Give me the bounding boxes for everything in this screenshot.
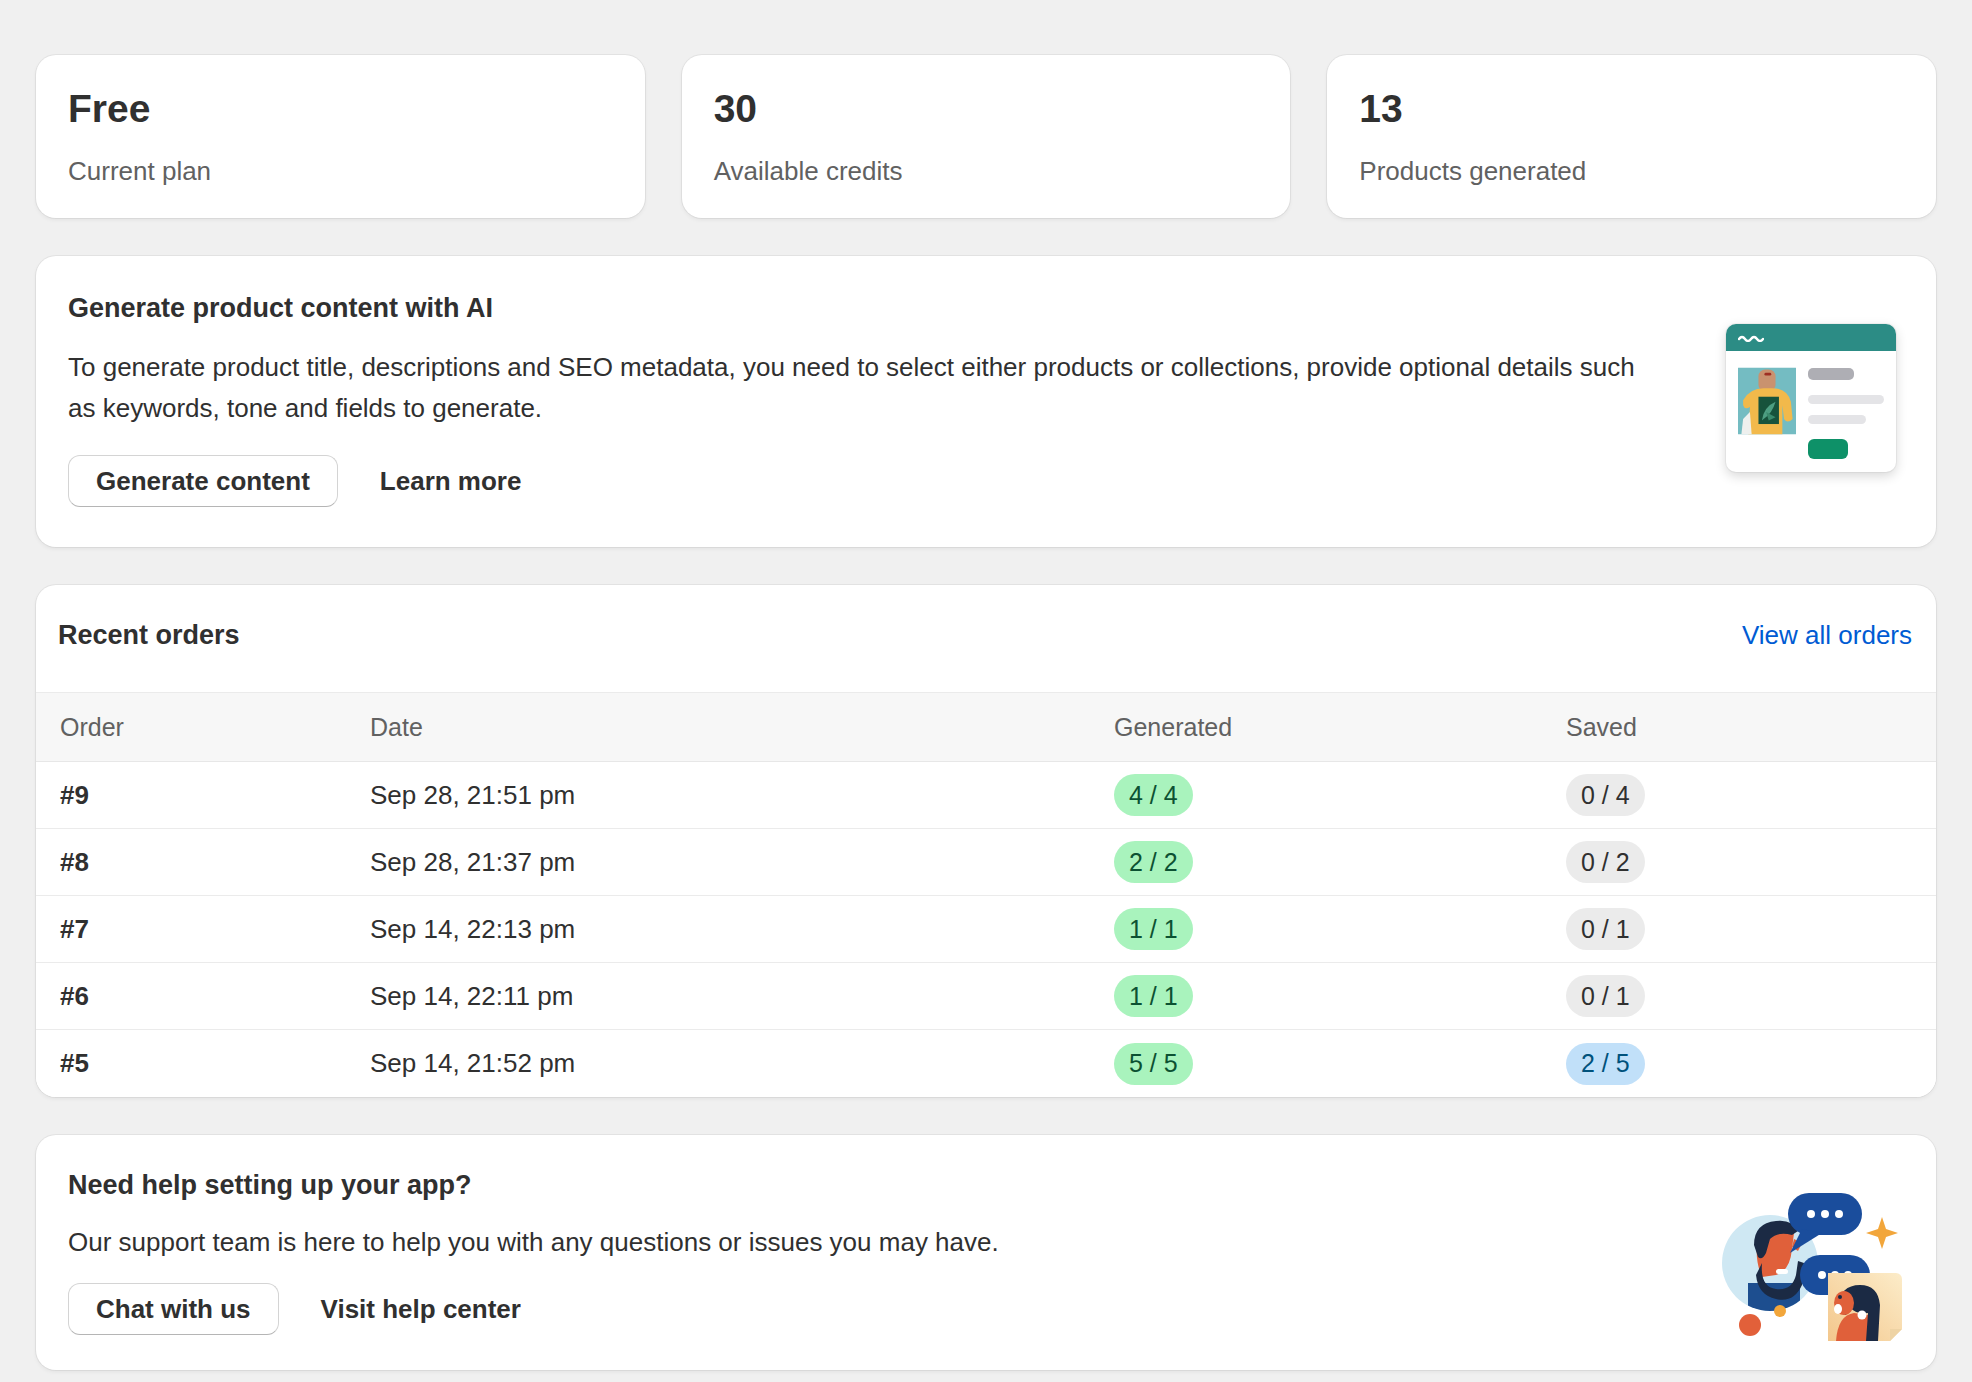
order-date: Sep 14, 22:13 pm <box>346 914 1090 945</box>
order-number: #6 <box>36 981 346 1012</box>
order-number: #7 <box>36 914 346 945</box>
table-row[interactable]: #8 Sep 28, 21:37 pm 2 / 2 0 / 2 <box>36 829 1936 896</box>
app-dashboard: Free Current plan 30 Available credits 1… <box>0 0 1972 1370</box>
column-header-order: Order <box>36 713 346 742</box>
product-card-illustration <box>1726 324 1896 472</box>
stat-card-products-generated: 13 Products generated <box>1327 55 1936 218</box>
illustration-header <box>1726 324 1896 351</box>
help-description: Our support team is here to help you wit… <box>68 1226 1896 1259</box>
saved-cell: 0 / 1 <box>1542 908 1936 950</box>
saved-cell: 0 / 2 <box>1542 841 1936 883</box>
generated-cell: 1 / 1 <box>1090 975 1542 1017</box>
help-title: Need help setting up your app? <box>68 1169 1896 1202</box>
text-bar <box>1808 395 1884 404</box>
view-all-orders-link[interactable]: View all orders <box>1742 620 1912 651</box>
order-date: Sep 14, 22:11 pm <box>346 981 1090 1012</box>
order-date: Sep 14, 21:52 pm <box>346 1048 1090 1079</box>
buy-button-bar <box>1808 439 1848 459</box>
generated-badge: 4 / 4 <box>1114 774 1193 816</box>
illustration-body <box>1726 351 1896 472</box>
table-row[interactable]: #9 Sep 28, 21:51 pm 4 / 4 0 / 4 <box>36 762 1936 829</box>
generate-content-button[interactable]: Generate content <box>68 455 338 507</box>
saved-badge: 0 / 4 <box>1566 774 1645 816</box>
order-date: Sep 28, 21:37 pm <box>346 847 1090 878</box>
stat-card-current-plan: Free Current plan <box>36 55 645 218</box>
learn-more-button[interactable]: Learn more <box>380 466 522 497</box>
stat-label: Available credits <box>714 155 1259 187</box>
text-lines-illustration <box>1808 362 1884 459</box>
saved-cell: 2 / 5 <box>1542 1043 1936 1085</box>
generated-badge: 1 / 1 <box>1114 975 1193 1017</box>
orders-table-header: Order Date Generated Saved <box>36 692 1936 762</box>
visit-help-center-button[interactable]: Visit help center <box>321 1294 521 1325</box>
order-date: Sep 28, 21:51 pm <box>346 780 1090 811</box>
generated-badge: 1 / 1 <box>1114 908 1193 950</box>
stat-card-available-credits: 30 Available credits <box>682 55 1291 218</box>
recent-orders-title: Recent orders <box>58 619 240 652</box>
banner-content: Generate product content with AI To gene… <box>68 292 1682 507</box>
banner-description: To generate product title, descriptions … <box>68 347 1648 429</box>
speech-bubble-icon <box>1788 1193 1862 1253</box>
stat-value: 13 <box>1359 85 1904 133</box>
order-number: #5 <box>36 1048 346 1079</box>
stat-value: Free <box>68 85 613 133</box>
generated-cell: 5 / 5 <box>1090 1043 1542 1085</box>
product-photo-illustration <box>1738 362 1796 440</box>
saved-badge: 0 / 2 <box>1566 841 1645 883</box>
generated-cell: 2 / 2 <box>1090 841 1542 883</box>
recent-orders-card: Recent orders View all orders Order Date… <box>36 585 1936 1097</box>
support-chat-illustration <box>1710 1179 1903 1341</box>
saved-cell: 0 / 1 <box>1542 975 1936 1017</box>
generate-content-banner: Generate product content with AI To gene… <box>36 256 1936 547</box>
help-actions: Chat with us Visit help center <box>68 1283 1896 1335</box>
saved-badge: 2 / 5 <box>1566 1043 1645 1085</box>
saved-badge: 0 / 1 <box>1566 975 1645 1017</box>
title-bar <box>1808 368 1854 380</box>
sparkle-icon <box>1866 1217 1898 1249</box>
orders-table-body: #9 Sep 28, 21:51 pm 4 / 4 0 / 4 #8 Sep 2… <box>36 762 1936 1097</box>
recent-orders-header: Recent orders View all orders <box>36 585 1936 692</box>
text-bar <box>1808 415 1866 424</box>
order-number: #8 <box>36 847 346 878</box>
saved-cell: 0 / 4 <box>1542 774 1936 816</box>
stat-label: Products generated <box>1359 155 1904 187</box>
column-header-generated: Generated <box>1090 713 1542 742</box>
stats-row: Free Current plan 30 Available credits 1… <box>36 55 1936 218</box>
banner-title: Generate product content with AI <box>68 292 1682 325</box>
table-row[interactable]: #6 Sep 14, 22:11 pm 1 / 1 0 / 1 <box>36 963 1936 1030</box>
stat-label: Current plan <box>68 155 613 187</box>
chat-with-us-button[interactable]: Chat with us <box>68 1283 279 1335</box>
generated-badge: 2 / 2 <box>1114 841 1193 883</box>
help-card: Need help setting up your app? Our suppo… <box>36 1135 1936 1370</box>
generated-cell: 1 / 1 <box>1090 908 1542 950</box>
generated-badge: 5 / 5 <box>1114 1043 1193 1085</box>
squiggle-icon <box>1738 334 1764 342</box>
generated-cell: 4 / 4 <box>1090 774 1542 816</box>
table-row[interactable]: #7 Sep 14, 22:13 pm 1 / 1 0 / 1 <box>36 896 1936 963</box>
table-row[interactable]: #5 Sep 14, 21:52 pm 5 / 5 2 / 5 <box>36 1030 1936 1097</box>
saved-badge: 0 / 1 <box>1566 908 1645 950</box>
order-number: #9 <box>36 780 346 811</box>
stat-value: 30 <box>714 85 1259 133</box>
banner-actions: Generate content Learn more <box>68 455 1682 507</box>
column-header-saved: Saved <box>1542 713 1936 742</box>
column-header-date: Date <box>346 713 1090 742</box>
